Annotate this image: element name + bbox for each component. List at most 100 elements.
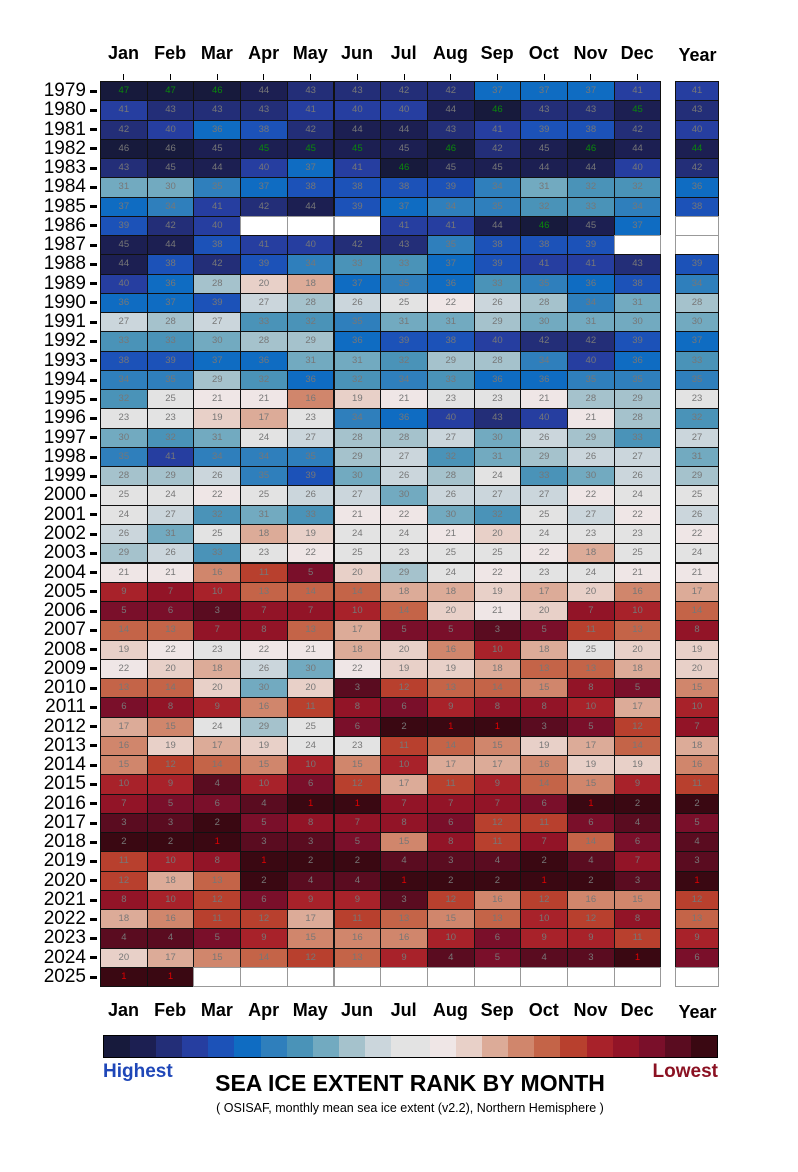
heatmap-cell: 13 — [613, 620, 662, 641]
heatmap-cell: 30 — [426, 504, 475, 525]
heatmap-cell: 28 — [675, 292, 719, 314]
heatmap-cell: 26 — [675, 504, 719, 525]
heatmap-cell: 22 — [100, 658, 148, 680]
heatmap-cell: 10 — [286, 755, 335, 776]
heatmap-cell: 27 — [675, 427, 719, 448]
heatmap-cell: 39 — [240, 254, 288, 275]
heatmap-cell: 41 — [333, 158, 382, 179]
colorbar-segment — [156, 1036, 170, 1058]
heatmap-cell: 18 — [240, 523, 288, 545]
heatmap-cell: 8 — [473, 697, 522, 718]
colorbar-segment — [403, 1036, 418, 1058]
colorbar-frame — [103, 1035, 718, 1058]
year-tick — [90, 821, 97, 825]
heatmap-cell: 11 — [380, 735, 428, 757]
heatmap-cell: 27 — [613, 446, 662, 468]
heatmap-cell: 12 — [520, 889, 568, 911]
year-label: 1986 — [43, 214, 86, 236]
colorbar-segment — [586, 1036, 601, 1058]
heatmap-cell: 1 — [100, 966, 148, 988]
month-tick — [123, 74, 125, 80]
colorbar-segment — [482, 1036, 496, 1058]
year-tick — [90, 397, 97, 401]
heatmap-cell: 30 — [240, 678, 288, 699]
heatmap-cell: 17 — [426, 755, 475, 776]
heatmap-cell: 33 — [380, 254, 428, 275]
heatmap-cell: 13 — [146, 620, 195, 641]
colorbar-segment — [286, 1036, 301, 1058]
heatmap-cell: 39 — [146, 350, 195, 371]
heatmap-cell: 46 — [473, 100, 522, 121]
heatmap-cell: 10 — [146, 851, 195, 872]
heatmap-cell: 47 — [146, 81, 195, 102]
heatmap-cell: 3 — [240, 832, 288, 853]
heatmap-cell: 10 — [426, 928, 475, 949]
heatmap-cell: 29 — [286, 331, 335, 352]
month-label: Jan — [107, 1000, 140, 1020]
month-label: Apr — [248, 43, 280, 63]
heatmap-cell: 9 — [567, 928, 615, 949]
heatmap-cell: 17 — [613, 697, 662, 718]
heatmap-cell: 38 — [380, 177, 428, 198]
heatmap-cell: 36 — [380, 408, 428, 429]
month-label: Oct — [528, 1000, 559, 1020]
heatmap-cell: 35 — [146, 369, 195, 391]
year-tick — [90, 551, 97, 555]
year-tick — [90, 108, 97, 112]
heatmap-cell: 22 — [146, 639, 195, 660]
heatmap-cell: 43 — [380, 235, 428, 256]
heatmap-cell: 17 — [100, 716, 148, 737]
year-label: 2017 — [43, 811, 86, 833]
month-label: Dec — [620, 1000, 654, 1020]
heatmap-cell: 39 — [567, 235, 615, 256]
heatmap-cell: 23 — [520, 562, 568, 583]
year-column-label: Year — [678, 45, 717, 65]
heatmap-cell: 37 — [240, 177, 288, 198]
heatmap-cell: 44 — [675, 138, 719, 160]
heatmap-cell: 38 — [240, 119, 288, 140]
heatmap-cell: 31 — [520, 177, 568, 198]
heatmap-cell: 42 — [240, 196, 288, 217]
heatmap-cell: 23 — [240, 543, 288, 564]
heatmap-cell: 12 — [473, 812, 522, 834]
heatmap-cell: 46 — [567, 138, 615, 160]
heatmap-cell: 12 — [286, 947, 335, 968]
heatmap-cell: 18 — [613, 658, 662, 680]
heatmap-cell: 19 — [426, 658, 475, 680]
colorbar-segment — [247, 1036, 262, 1058]
heatmap-cell: 25 — [240, 485, 288, 506]
heatmap-cell: 10 — [380, 755, 428, 776]
heatmap-cell: 31 — [473, 446, 522, 468]
heatmap-cell: 37 — [473, 81, 522, 102]
heatmap-cell: 28 — [286, 292, 335, 314]
heatmap-cell: 38 — [426, 331, 475, 352]
heatmap-cell: 45 — [333, 138, 382, 160]
heatmap-cell: 40 — [286, 235, 335, 256]
colorbar-segment — [130, 1036, 144, 1058]
heatmap-cell: 34 — [520, 350, 568, 371]
heatmap-cell: 7 — [240, 601, 288, 622]
heatmap-cell: 21 — [567, 408, 615, 429]
heatmap-cell: 47 — [100, 81, 148, 102]
heatmap-cell — [567, 966, 615, 988]
year-tick — [90, 128, 97, 132]
heatmap-cell: 22 — [240, 639, 288, 660]
heatmap-cell: 45 — [520, 138, 568, 160]
heatmap-cell: 42 — [286, 119, 335, 140]
heatmap-cell: 22 — [333, 658, 382, 680]
heatmap-cell: 36 — [613, 350, 662, 371]
colorbar-segment — [221, 1036, 236, 1058]
heatmap-cell: 35 — [675, 369, 719, 391]
heatmap-cell: 25 — [567, 639, 615, 660]
year-label: 2014 — [43, 754, 86, 776]
heatmap-cell — [426, 966, 475, 988]
heatmap-cell: 23 — [380, 543, 428, 564]
heatmap-cell: 19 — [567, 755, 615, 776]
year-label: 1983 — [43, 157, 86, 179]
year-label: 2020 — [43, 869, 86, 891]
heatmap-cell: 14 — [100, 620, 148, 641]
heatmap-cell: 16 — [473, 889, 522, 911]
heatmap-cell: 27 — [100, 312, 148, 333]
heatmap-cell: 26 — [100, 523, 148, 545]
heatmap-cell: 14 — [520, 774, 568, 795]
